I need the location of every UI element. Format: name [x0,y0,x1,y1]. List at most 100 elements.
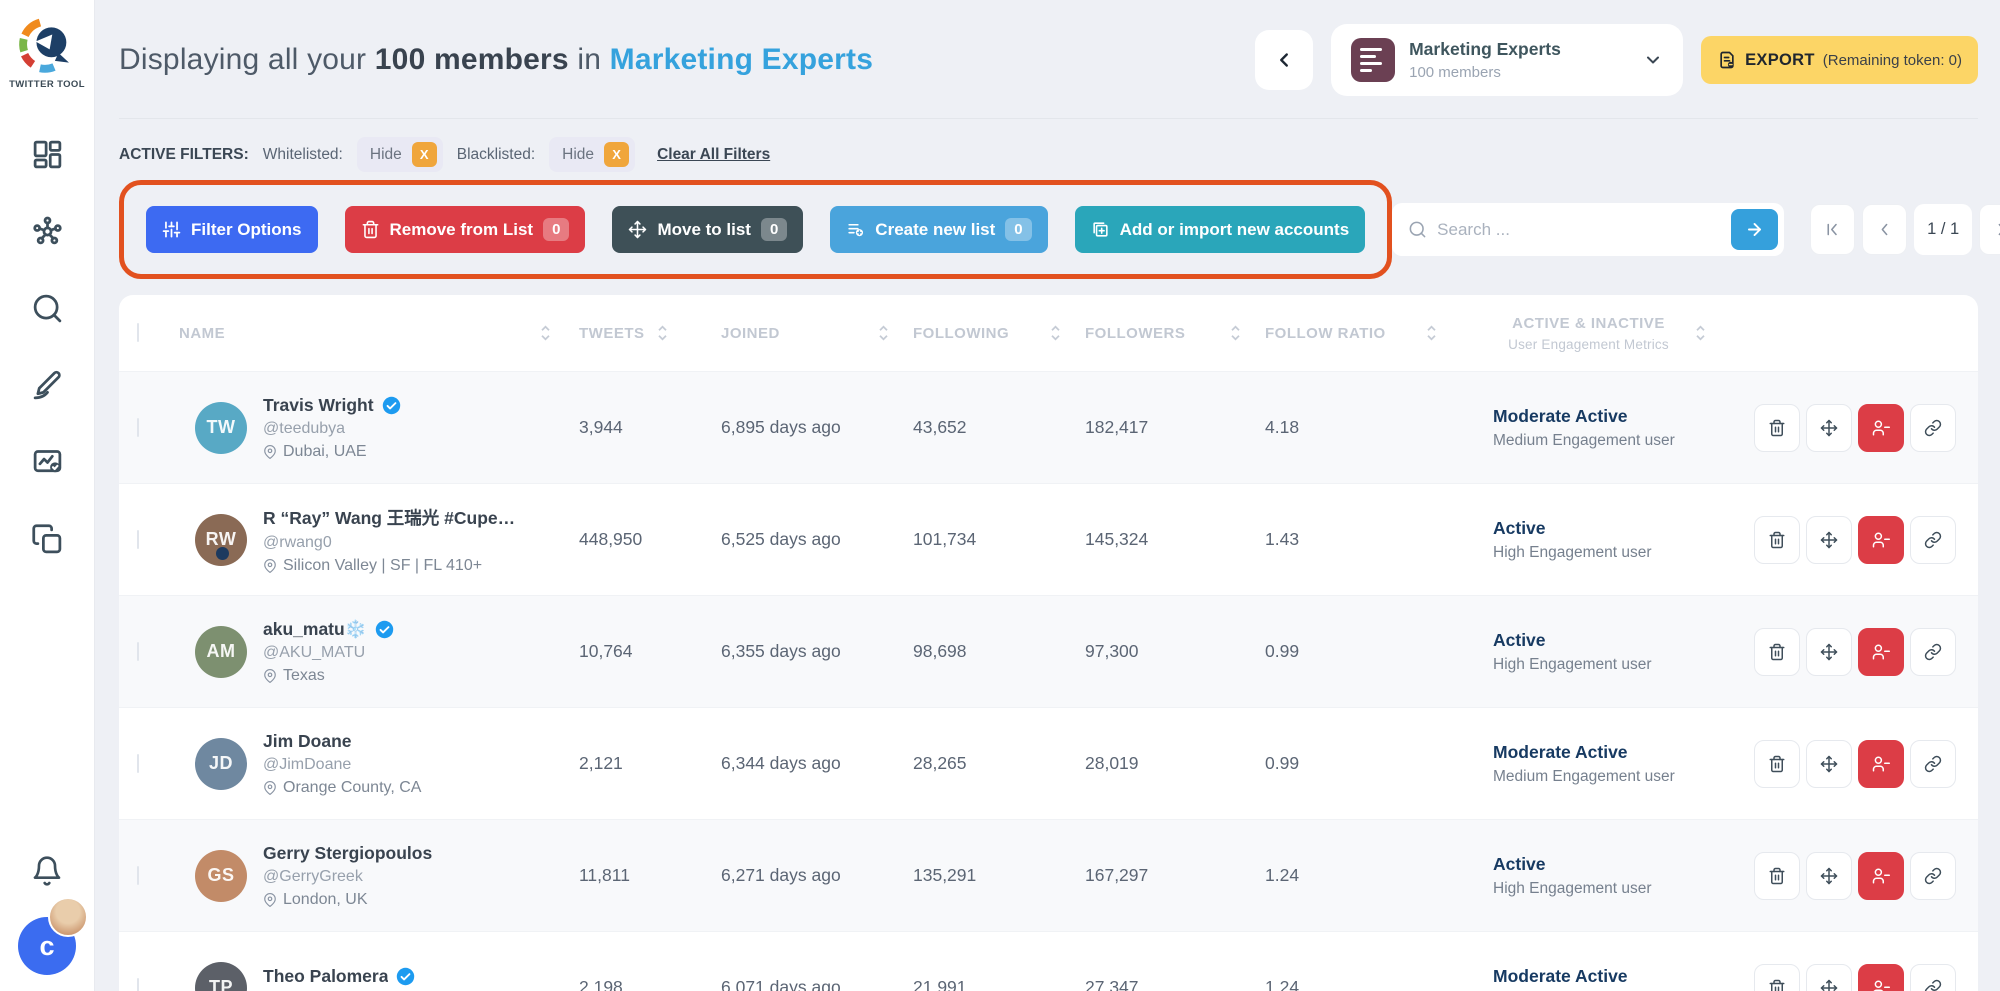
avatar: AM [195,625,247,678]
engagement-detail: High Engagement user [1493,655,1652,673]
user-name[interactable]: Travis Wright [263,394,374,415]
user-handle[interactable]: @teedubya [263,419,346,437]
chat-widget-button[interactable]: c [18,897,88,975]
sort-icon[interactable] [657,325,668,341]
profile-link-button[interactable] [1910,627,1956,676]
column-header-joined[interactable]: JOINED [721,325,913,342]
move-to-list-button[interactable]: Move to list 0 [612,206,804,253]
delete-user-button[interactable] [1754,627,1800,676]
user-handle[interactable]: @AKU_MATU [263,643,366,661]
logo-label: TWITTER TOOL [9,79,85,90]
list-selector-dropdown[interactable]: Marketing Experts 100 members [1331,24,1684,96]
page-indicator: 1 / 1 [1914,204,1973,255]
page-title: Displaying all your 100 members in Marke… [119,43,873,77]
profile-link-button[interactable] [1910,515,1956,564]
column-header-follow-ratio[interactable]: FOLLOW RATIO [1265,325,1461,342]
sort-icon[interactable] [1050,325,1061,341]
following-value: 28,265 [913,753,967,773]
profile-link-button[interactable] [1910,851,1956,900]
user-name[interactable]: Gerry Stergiopoulos [263,842,433,863]
row-checkbox[interactable] [137,753,139,773]
title-prefix: Displaying all your [119,43,367,76]
whitelisted-filter-value: Hide [369,145,402,163]
bell-icon[interactable] [31,855,63,887]
delete-user-button[interactable] [1754,963,1800,991]
remove-member-button[interactable] [1858,851,1904,900]
create-new-list-button[interactable]: Create new list 0 [830,206,1048,253]
sort-icon[interactable] [1426,325,1437,341]
move-user-button[interactable] [1806,963,1852,991]
whitelisted-filter-remove-button[interactable]: X [411,142,437,167]
search-input[interactable] [1437,219,1722,240]
column-header-tweets[interactable]: TWEETS [579,325,721,342]
user-handle[interactable]: @JimDoane [263,755,352,773]
search-submit-button[interactable] [1731,209,1779,250]
move-user-button[interactable] [1806,515,1852,564]
clear-all-filters-link[interactable]: Clear All Filters [657,145,771,163]
title-list-name[interactable]: Marketing Experts [609,43,874,76]
column-header-name[interactable]: NAME [179,325,579,342]
remove-member-button[interactable] [1858,963,1904,991]
sort-icon[interactable] [1695,325,1706,341]
add-import-accounts-button[interactable]: Add or import new accounts [1074,206,1366,253]
remove-from-list-button[interactable]: Remove from List 0 [344,206,586,253]
column-header-engagement[interactable]: ACTIVE & INACTIVE User Engagement Metric… [1461,315,1753,352]
select-all-checkbox[interactable] [137,323,139,342]
first-page-button[interactable] [1810,204,1856,255]
user-handle[interactable]: @rwang0 [263,533,332,551]
remove-member-button[interactable] [1858,403,1904,452]
back-button[interactable] [1255,30,1314,90]
sort-icon[interactable] [1230,325,1241,341]
move-user-button[interactable] [1806,739,1852,788]
profile-link-button[interactable] [1910,739,1956,788]
remove-member-button[interactable] [1858,739,1904,788]
prev-page-button[interactable] [1862,204,1908,255]
move-user-button[interactable] [1806,851,1852,900]
row-checkbox[interactable] [137,641,139,661]
search-icon[interactable] [31,292,64,325]
row-checkbox[interactable] [137,865,139,885]
user-name[interactable]: Theo Palomera [263,966,389,986]
delete-user-button[interactable] [1754,739,1800,788]
user-name[interactable]: Jim Doane [263,730,352,751]
analytics-icon[interactable] [31,446,64,479]
header-divider [119,118,1978,119]
user-minus-icon [1872,644,1890,659]
engagement-detail: High Engagement user [1493,543,1652,561]
whitelisted-filter-label: Whitelisted: [262,145,343,163]
remove-member-button[interactable] [1858,515,1904,564]
dashboard-icon[interactable] [31,138,64,171]
profile-link-button[interactable] [1910,403,1956,452]
profile-link-button[interactable] [1910,963,1956,991]
export-button[interactable]: EXPORT (Remaining token: 0) [1701,36,1978,84]
blacklisted-filter-remove-button[interactable]: X [604,142,630,167]
sidebar-bottom: c [18,855,88,975]
move-user-button[interactable] [1806,403,1852,452]
next-page-button[interactable] [1979,204,2000,255]
active-filters-label: ACTIVE FILTERS: [119,145,249,163]
sort-icon[interactable] [540,325,551,341]
user-name[interactable]: aku_matu❄️ [263,618,367,639]
link-icon [1924,755,1942,772]
user-name[interactable]: R “Ray” Wang 王瑞光 #Cupe… [263,507,516,528]
filter-options-button[interactable]: Filter Options [146,206,318,253]
row-checkbox[interactable] [137,417,139,437]
first-page-icon [1827,223,1837,236]
trash-icon [1769,419,1785,436]
row-checkbox[interactable] [137,529,139,549]
joined-value: 6,355 days ago [721,641,841,661]
remove-member-button[interactable] [1858,627,1904,676]
column-header-following[interactable]: FOLLOWING [913,325,1085,342]
compose-icon[interactable] [31,369,64,402]
column-header-followers[interactable]: FOLLOWERS [1085,325,1265,342]
sort-icon[interactable] [878,325,889,341]
title-middle: in [577,43,602,76]
move-user-button[interactable] [1806,627,1852,676]
network-icon[interactable] [31,215,64,248]
delete-user-button[interactable] [1754,515,1800,564]
row-checkbox[interactable] [137,977,139,991]
delete-user-button[interactable] [1754,403,1800,452]
delete-user-button[interactable] [1754,851,1800,900]
user-handle[interactable]: @GerryGreek [263,867,363,885]
collections-icon[interactable] [31,523,64,556]
